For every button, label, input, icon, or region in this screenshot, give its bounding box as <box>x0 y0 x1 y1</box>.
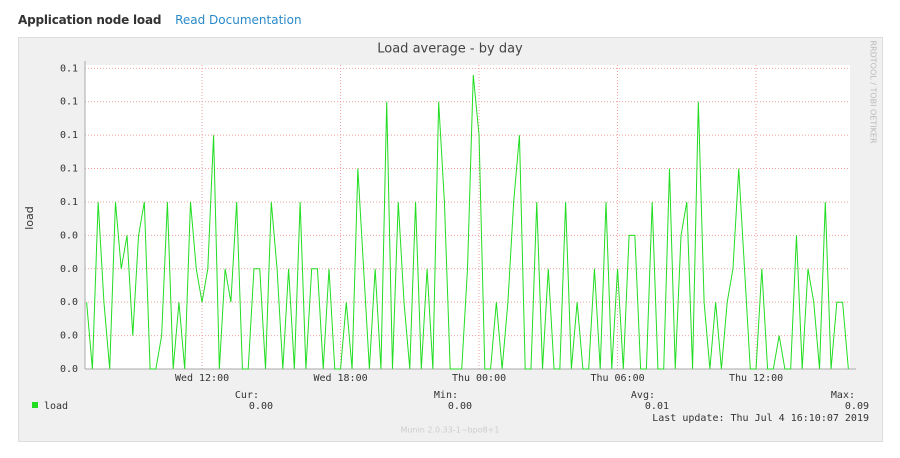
footer: Munin 2.0.33-1~bpo8+1 <box>401 426 500 435</box>
stat-label: Avg: <box>631 390 655 401</box>
y-tick-label: 0.1 <box>60 197 78 208</box>
y-tick-label: 0.0 <box>60 297 78 308</box>
plot-area <box>85 65 850 369</box>
y-tick-label: 0.0 <box>60 230 78 241</box>
y-tick-label: 0.0 <box>60 264 78 275</box>
y-tick-label: 0.0 <box>60 331 78 342</box>
y-tick-label: 0.1 <box>60 164 78 175</box>
stat-value: 0.01 <box>645 401 669 412</box>
series-line <box>86 74 849 370</box>
stat-value: 0.09 <box>845 401 869 412</box>
stat-value: 0.00 <box>249 401 273 412</box>
y-tick-label: 0.0 <box>60 364 78 375</box>
side-label: RRDTOOL / TOBI OETIKER <box>869 40 878 143</box>
x-tick-label: Thu 12:00 <box>729 373 783 384</box>
last-update: Last update: Thu Jul 4 16:10:07 2019 <box>652 413 869 424</box>
doc-link[interactable]: Read Documentation <box>175 13 302 27</box>
stat-label: Max: <box>831 390 855 401</box>
stat-value: 0.00 <box>448 401 472 412</box>
x-tick-label: Thu 06:00 <box>590 373 644 384</box>
header-title: Application node load <box>18 13 162 27</box>
legend-label: load <box>44 401 68 412</box>
header: Application node load Read Documentation <box>18 13 302 27</box>
y-axis-label: load <box>23 206 36 230</box>
x-tick-label: Wed 12:00 <box>175 373 229 384</box>
stat-label: Cur: <box>235 390 259 401</box>
stat-label: Min: <box>434 390 458 401</box>
y-tick-label: 0.1 <box>60 130 78 141</box>
y-tick-label: 0.1 <box>60 97 78 108</box>
x-tick-label: Wed 18:00 <box>313 373 367 384</box>
y-tick-label: 0.1 <box>60 63 78 74</box>
chart-title: Load average - by day <box>377 42 523 57</box>
legend-swatch <box>32 402 38 408</box>
x-tick-label: Thu 00:00 <box>452 373 506 384</box>
